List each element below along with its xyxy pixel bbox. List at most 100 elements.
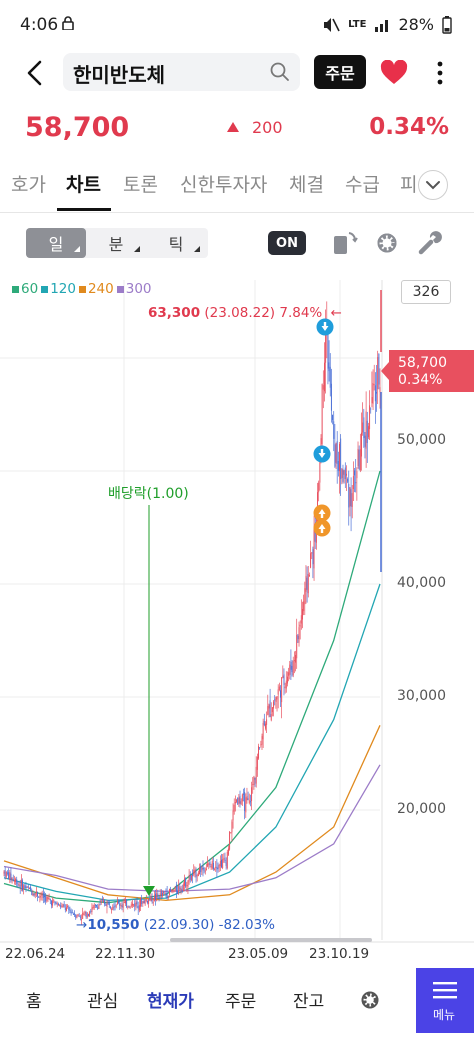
candle-body bbox=[200, 865, 202, 873]
menu-button[interactable]: 메뉴 bbox=[416, 968, 474, 1033]
candle-body bbox=[356, 471, 358, 479]
rotate-screen-icon[interactable] bbox=[329, 228, 359, 258]
candle-body bbox=[63, 904, 65, 907]
candle-body bbox=[254, 778, 256, 780]
candlesticks bbox=[3, 290, 382, 926]
candle-count-box[interactable]: 326 bbox=[401, 280, 451, 304]
candle-body bbox=[364, 435, 366, 447]
candle-body bbox=[297, 635, 299, 640]
candle-body bbox=[19, 884, 21, 889]
candle-body bbox=[91, 907, 93, 912]
candle-body bbox=[64, 907, 66, 910]
nav-settings-gear-icon[interactable] bbox=[357, 987, 383, 1013]
ma120-label: 120 bbox=[50, 281, 76, 297]
candle-body bbox=[112, 906, 114, 910]
candle-body bbox=[5, 871, 7, 877]
candle-body bbox=[180, 888, 182, 891]
candle-body bbox=[352, 476, 354, 490]
candle-body bbox=[68, 907, 70, 911]
candle-body bbox=[42, 893, 44, 898]
candle-body bbox=[343, 470, 345, 475]
candle-body bbox=[313, 527, 315, 569]
high-annotation: 63,300 (23.08.22) 7.84% ← bbox=[148, 305, 342, 321]
candle-body bbox=[263, 720, 265, 726]
period-day-button[interactable]: 일 bbox=[26, 228, 86, 258]
x-tick-1: 22.06.24 bbox=[5, 946, 66, 962]
candle-body bbox=[300, 615, 302, 624]
candle-body bbox=[370, 408, 372, 410]
ma-legend: 60 120 240 300 bbox=[12, 281, 152, 297]
moving-average-lines bbox=[3, 470, 381, 904]
heart-icon[interactable] bbox=[380, 60, 408, 86]
tab-supply[interactable]: 수급 bbox=[345, 174, 380, 196]
candle-body bbox=[371, 397, 373, 404]
order-button[interactable]: 주문 bbox=[314, 55, 366, 89]
nav-order[interactable]: 주문 bbox=[225, 992, 257, 1012]
candle-body bbox=[138, 905, 140, 911]
candle-body bbox=[298, 627, 300, 643]
menu-label: 메뉴 bbox=[433, 1008, 456, 1022]
settings-gear-icon[interactable] bbox=[372, 228, 402, 258]
period-minute-button[interactable]: 분 bbox=[86, 228, 146, 258]
candle-body bbox=[224, 859, 226, 862]
candle-body bbox=[273, 701, 275, 709]
tab-more-partial[interactable]: 피 bbox=[400, 174, 418, 196]
candle-body bbox=[44, 895, 45, 898]
candle-body bbox=[184, 878, 185, 886]
candle-body bbox=[35, 891, 37, 894]
tab-expand-button[interactable] bbox=[418, 170, 448, 200]
nav-home[interactable]: 홈 bbox=[26, 992, 42, 1012]
ma60-line bbox=[3, 470, 381, 904]
low-detail: (22.09.30) -82.03% bbox=[143, 917, 276, 933]
candle-body bbox=[104, 900, 106, 905]
candle-body bbox=[79, 916, 81, 918]
candle-body bbox=[334, 444, 336, 467]
search-icon[interactable] bbox=[270, 62, 290, 82]
candle-body bbox=[210, 866, 212, 868]
candle-body bbox=[256, 756, 258, 770]
candle-body bbox=[199, 868, 200, 875]
candle-body bbox=[194, 869, 196, 872]
candle-body bbox=[274, 699, 276, 701]
tab-trades[interactable]: 체결 bbox=[289, 174, 324, 196]
tab-orderbook[interactable]: 호가 bbox=[11, 174, 46, 196]
candle-body bbox=[349, 487, 351, 507]
candle-body bbox=[201, 867, 203, 871]
price-chart[interactable] bbox=[0, 272, 474, 972]
tab-chart[interactable]: 차트 bbox=[66, 174, 101, 196]
candle-body bbox=[129, 907, 131, 909]
candle-body bbox=[120, 904, 122, 907]
period-tick-button[interactable]: 틱 bbox=[146, 228, 206, 258]
more-vertical-icon[interactable] bbox=[432, 58, 448, 88]
candle-body bbox=[215, 866, 217, 868]
ma60-legend: 60 bbox=[12, 281, 38, 297]
candle-body bbox=[223, 857, 225, 860]
candle-body bbox=[344, 467, 346, 480]
candle-body bbox=[167, 895, 169, 898]
candle-body bbox=[149, 898, 151, 901]
tab-bar: 호가 차트 토론 신한투자자 체결 수급 피 bbox=[0, 160, 474, 213]
tab-shinhan-investor[interactable]: 신한투자자 bbox=[180, 174, 268, 196]
candle-body bbox=[245, 797, 247, 813]
nav-balance[interactable]: 잔고 bbox=[293, 992, 325, 1012]
status-right: LTE 28% bbox=[322, 15, 452, 34]
back-arrow-icon[interactable] bbox=[20, 58, 50, 88]
candle-body bbox=[11, 877, 13, 881]
dividend-label: 배당락(1.00) bbox=[108, 486, 189, 502]
wrench-icon[interactable] bbox=[415, 228, 445, 258]
on-toggle-button[interactable]: ON bbox=[268, 231, 306, 255]
candle-body bbox=[314, 525, 316, 542]
candle-body bbox=[232, 810, 234, 821]
nav-watchlist[interactable]: 관심 bbox=[87, 992, 119, 1012]
nav-current-price[interactable]: 현재가 bbox=[147, 992, 194, 1012]
tab-discussion[interactable]: 토론 bbox=[123, 174, 158, 196]
candle-body bbox=[280, 690, 281, 698]
candle-body bbox=[9, 872, 11, 880]
candle-body bbox=[304, 588, 306, 605]
candle-body bbox=[78, 915, 80, 917]
stock-search-box[interactable]: 한미반도체 bbox=[63, 53, 300, 91]
candle-body bbox=[305, 575, 307, 592]
candle-body bbox=[376, 392, 378, 394]
candle-body bbox=[122, 903, 124, 908]
tag-price: 58,700 bbox=[398, 355, 447, 371]
